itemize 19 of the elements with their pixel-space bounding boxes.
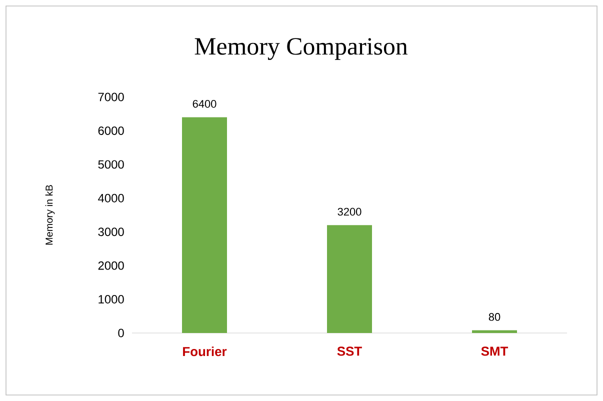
bar <box>182 117 227 333</box>
y-tick-label: 6000 <box>98 126 124 135</box>
x-tick-label: SST <box>337 346 362 356</box>
data-label: 80 <box>488 313 500 321</box>
data-label: 3200 <box>338 208 362 216</box>
data-label: 6400 <box>192 100 216 108</box>
y-tick-label: 2000 <box>98 261 124 270</box>
x-tick-label: SMT <box>481 346 508 356</box>
bar <box>472 330 518 333</box>
bar <box>327 225 372 333</box>
x-tick-label: Fourier <box>183 346 227 356</box>
y-tick-label: 4000 <box>98 194 124 202</box>
y-tick-label: 1000 <box>98 295 124 304</box>
y-tick-label: 3000 <box>98 228 124 236</box>
chart-title: Memory Comparison <box>194 38 408 60</box>
y-tick-label: 5000 <box>98 160 124 169</box>
y-tick-label: 7000 <box>98 92 124 102</box>
y-axis-title: Memory in kB <box>45 185 55 245</box>
y-tick-label: 0 <box>118 328 124 338</box>
